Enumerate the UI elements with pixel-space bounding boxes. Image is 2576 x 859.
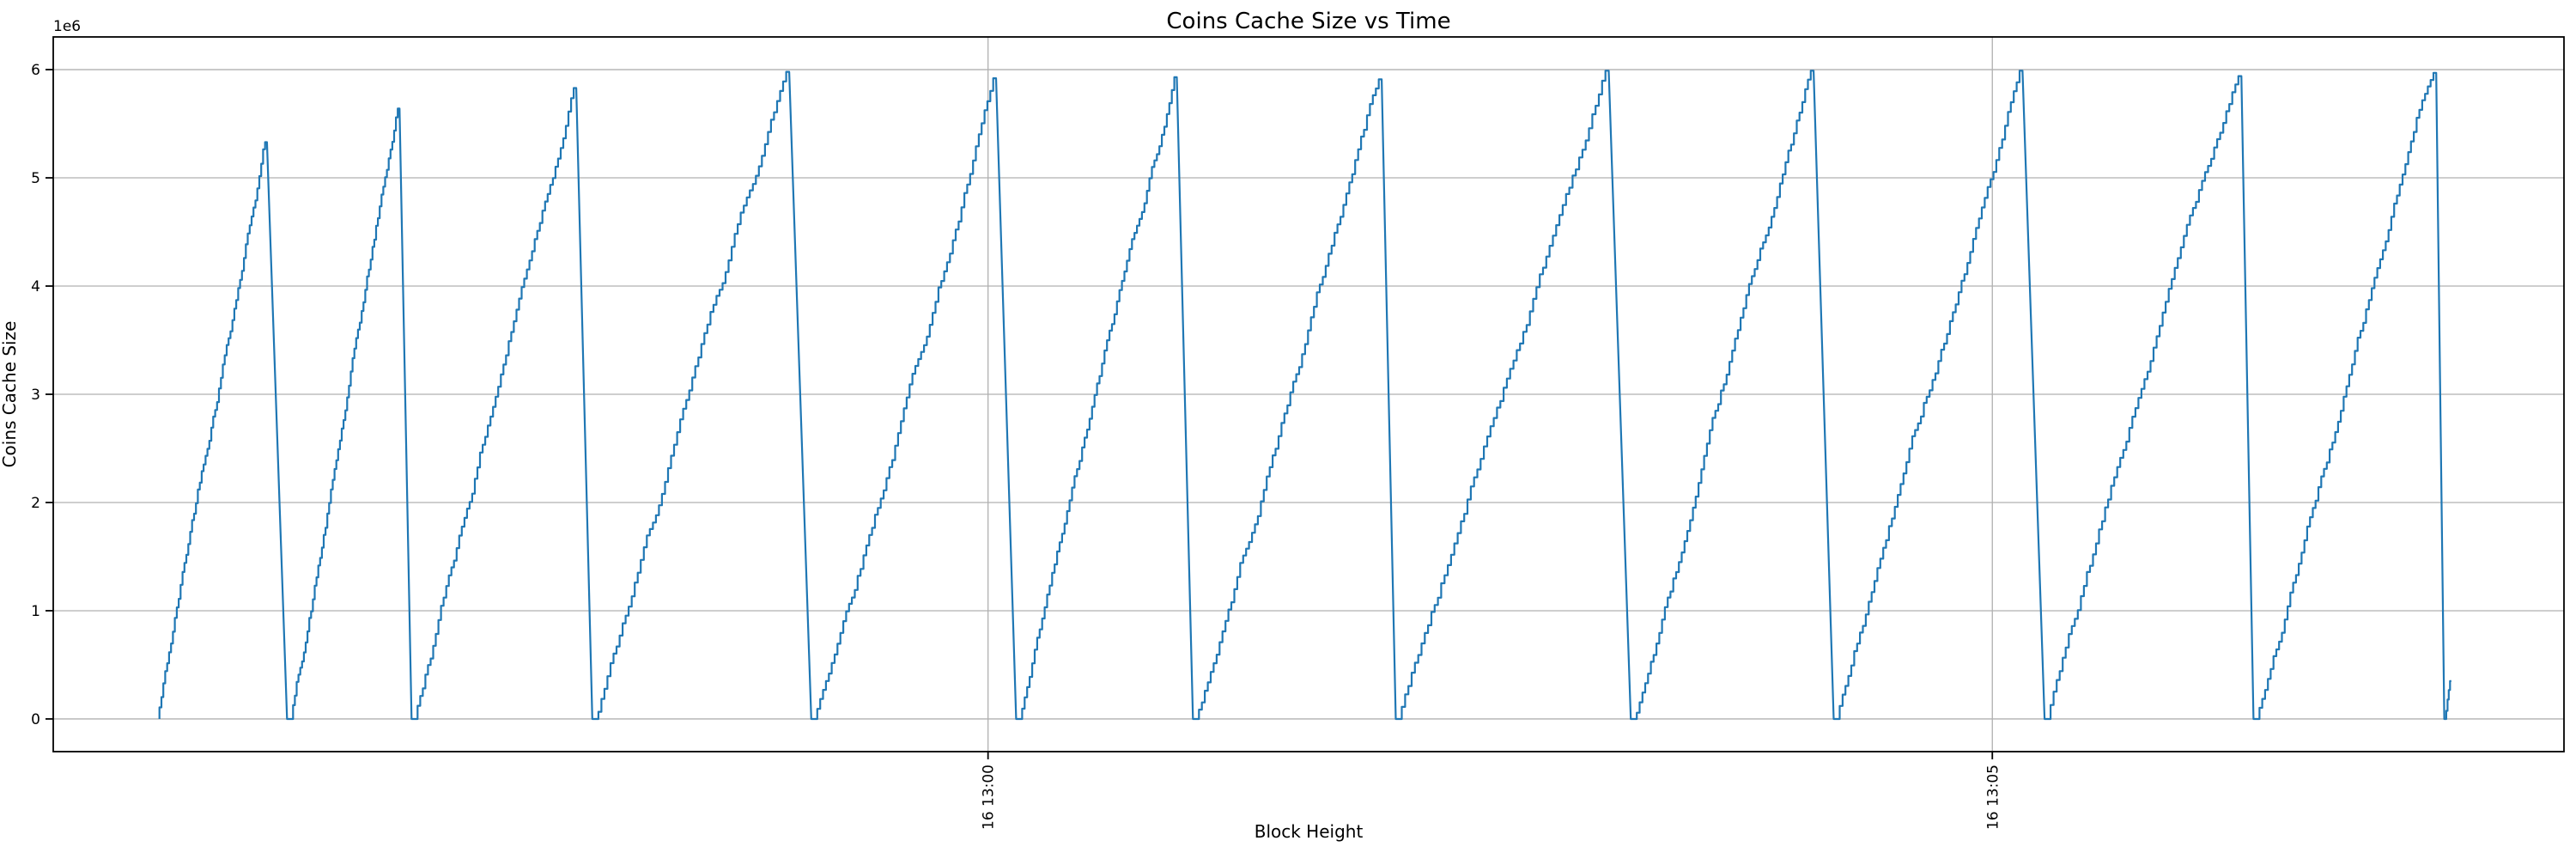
x-tick-label: 16 13:00 bbox=[981, 765, 998, 830]
x-axis-label: Block Height bbox=[1255, 821, 1364, 842]
y-tick-label: 4 bbox=[31, 278, 40, 295]
y-tick-label: 1 bbox=[31, 603, 40, 620]
y-axis-offset-text: 1e6 bbox=[53, 18, 81, 35]
y-tick-label: 5 bbox=[31, 170, 40, 187]
y-tick-label: 6 bbox=[31, 62, 40, 79]
y-tick-label: 2 bbox=[31, 495, 40, 512]
chart-title: Coins Cache Size vs Time bbox=[1166, 9, 1450, 34]
y-axis-label: Coins Cache Size bbox=[0, 321, 20, 468]
ticks-and-spines: 0 1 2 3 4 5 6 16 13:00 16 13:05 bbox=[31, 36, 2565, 830]
y-tick-label: 0 bbox=[31, 711, 40, 728]
y-tick-label: 3 bbox=[31, 387, 40, 404]
x-tick-label: 16 13:05 bbox=[1984, 765, 2002, 830]
grid-and-axes bbox=[53, 37, 2564, 752]
series-line bbox=[158, 70, 2451, 721]
series-group bbox=[158, 70, 2451, 721]
